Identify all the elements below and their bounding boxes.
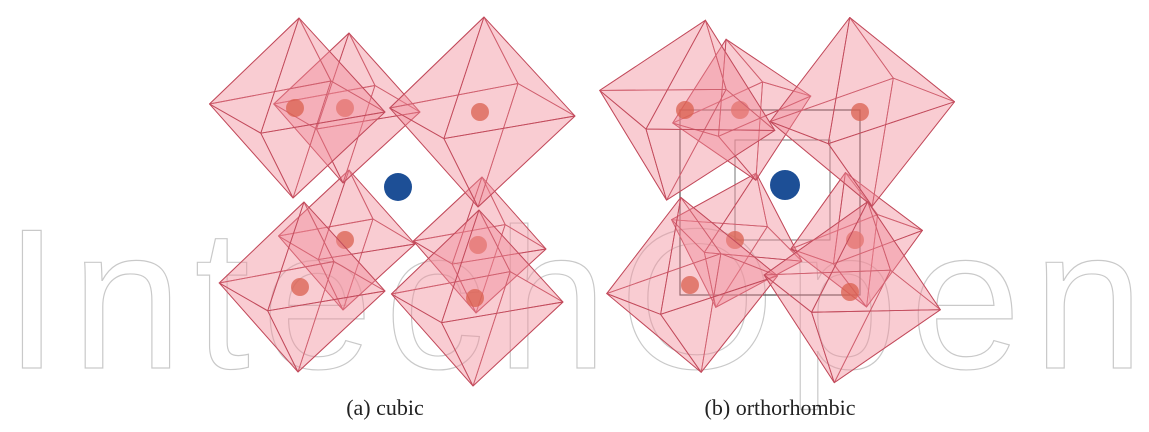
octahedron-face — [703, 251, 803, 308]
octahedron-face — [317, 243, 416, 311]
octahedron-face — [718, 95, 812, 181]
octahedron — [606, 196, 779, 373]
octahedron — [412, 176, 547, 314]
b-site-atom — [336, 231, 354, 249]
b-site-atom — [676, 101, 694, 119]
octahedron-face — [316, 111, 421, 184]
octahedron-face — [827, 101, 955, 207]
a-site-atom — [384, 173, 412, 201]
octahedron — [390, 209, 564, 387]
octahedron-face — [443, 115, 576, 208]
b-site-atom — [336, 99, 354, 117]
octahedron — [218, 201, 386, 373]
caption: (b) orthorhombic — [705, 395, 856, 420]
unit-cell-back — [734, 139, 831, 241]
b-site-atom — [731, 101, 749, 119]
b-site-atom — [286, 99, 304, 117]
octahedron-face — [441, 301, 564, 387]
b-site-atom — [681, 276, 699, 294]
b-site-atom — [466, 289, 484, 307]
orthorhombic-structure — [599, 17, 955, 384]
octahedron-face — [260, 111, 386, 199]
watermark: IntechOpen — [4, 188, 1144, 411]
unit-cell — [679, 109, 861, 296]
caption: (a) cubic — [346, 395, 424, 420]
octahedron — [389, 16, 576, 208]
octahedron — [599, 19, 776, 201]
a-site-atom — [770, 170, 800, 200]
octahedron-face — [267, 290, 386, 373]
b-site-atom — [471, 103, 489, 121]
octahedron — [672, 38, 812, 181]
b-site-atom — [841, 283, 859, 301]
octahedron-face — [811, 309, 941, 384]
octahedron — [278, 169, 416, 311]
b-site-atom — [469, 236, 487, 254]
octahedron — [769, 17, 955, 207]
octahedron-face — [660, 275, 779, 373]
cubic-structure — [209, 16, 576, 387]
octahedron — [763, 201, 941, 384]
b-site-atom — [291, 278, 309, 296]
b-site-atom — [851, 103, 869, 121]
octahedron-face — [645, 128, 776, 201]
octahedron — [209, 17, 386, 199]
